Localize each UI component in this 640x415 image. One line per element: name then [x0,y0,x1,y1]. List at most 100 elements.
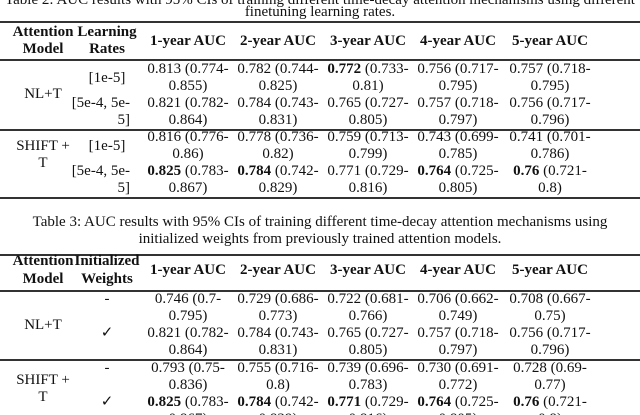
table3-column-header: 3-year AUC [330,262,406,278]
table2-auc-ci: 0.867) [168,180,208,196]
table3-auc-ci: 0.8) [538,411,562,415]
table3-auc-ci: 0.829) [259,411,298,415]
table3-auc-cell: 0.784 (0.743- [237,325,319,341]
auc-value: 0.755 [237,360,272,376]
table3-auc-cell: 0.771 (0.729- [327,394,409,410]
table2-auc-cell: 0.813 (0.774- [147,61,229,77]
table3-setting-label: - [104,291,110,307]
table3-model-label: NL+T [24,317,62,333]
auc-value: 0.825 [147,163,182,179]
table2-header-rule [0,59,640,61]
auc-value: 0.765 [327,95,362,111]
auc-value: 0.772 [327,61,362,77]
table2-auc-ci: 0.81) [352,78,384,94]
table2-auc-ci: 0.855) [168,78,208,94]
table3-column-header: 5-year AUC [512,262,588,278]
table3-auc-cell: 0.756 (0.717- [509,325,591,341]
table2-auc-cell: 0.782 (0.744- [237,61,319,77]
table3-column-header: Initialized [74,253,140,269]
table2-auc-ci: 0.825) [258,78,298,94]
table2-auc-cell: 0.772 (0.733- [327,61,409,77]
table3-column-header: Weights [81,271,133,287]
table2-auc-ci: 0.785) [438,146,478,162]
table3-auc-ci: 0.783) [348,377,388,393]
auc-value: 0.706 [417,291,452,307]
table2-auc-ci: 0.816) [348,180,388,196]
table3-auc-ci: 0.749) [438,308,478,324]
table2-column-header: 2-year AUC [240,33,316,49]
table2-auc-ci: 0.8) [538,180,562,196]
table2-setting-label: 5] [117,180,131,196]
table3-auc-ci: 0.8) [266,377,290,393]
table2-setting-label: 5] [117,112,131,128]
auc-value: 0.730 [417,360,452,376]
table2-setting-label: [5e-4, 5e- [71,163,130,179]
table3-auc-ci: 0.797) [438,342,478,358]
table3-auc-cell: 0.76 (0.721- [513,394,587,410]
table2-model-label: SHIFT + [16,138,70,154]
table3-auc-ci: 0.795) [168,308,208,324]
table3-auc-cell: 0.729 (0.686- [237,291,319,307]
auc-value: 0.782 [237,61,272,77]
auc-value: 0.759 [327,129,362,145]
table2-auc-ci: 0.86) [172,146,204,162]
table2-auc-ci: 0.805) [348,112,388,128]
table2-auc-cell: 0.757 (0.718- [509,61,591,77]
table3-column-header: 4-year AUC [420,262,496,278]
table2-auc-cell: 0.759 (0.713- [327,129,409,145]
table3-auc-ci: 0.772) [438,377,478,393]
table2-group-rule [0,129,640,131]
table2-auc-cell: 0.741 (0.701- [509,129,591,145]
table2-auc-ci: 0.799) [348,146,388,162]
table2-column-header: Attention [12,24,74,40]
table3-auc-ci: 0.867) [169,411,208,415]
table3-auc-cell: 0.706 (0.662- [417,291,499,307]
table2-auc-cell: 0.756 (0.717- [509,95,591,111]
auc-value: 0.764 [417,163,452,179]
table3-auc-ci: 0.864) [168,342,208,358]
table3-setting-label: ✓ [100,325,114,341]
table2-column-header: Rates [89,41,125,57]
auc-value: 0.756 [509,95,544,111]
auc-value: 0.784 [237,163,272,179]
table3-auc-cell: 0.757 (0.718- [417,325,499,341]
table2-auc-cell: 0.784 (0.743- [237,95,319,111]
table3-column-header: 2-year AUC [240,262,316,278]
table2-auc-cell: 0.76 (0.721- [513,163,587,179]
auc-value: 0.784 [237,394,272,410]
auc-value: 0.757 [509,61,544,77]
table2-column-header: 3-year AUC [330,33,406,49]
table2-setting-label: [1e-5] [88,137,126,154]
table3-caption: Table 3: AUC results with 95% CIs of tra… [32,214,608,230]
table3-auc-cell: 0.821 (0.782- [147,325,229,341]
table2-column-header: Learning [77,24,137,40]
auc-value: 0.778 [237,129,272,145]
auc-value: 0.757 [417,95,452,111]
table3-auc-cell: 0.764 (0.725- [417,394,499,410]
auc-value: 0.816 [147,129,182,145]
table2-auc-cell: 0.771 (0.729- [327,163,409,179]
table2-caption: Table 2: AUC results with 95% CIs of tra… [5,0,635,8]
table3-auc-cell: 0.765 (0.727- [327,325,409,341]
table2-auc-cell: 0.778 (0.736- [237,129,319,145]
table2-auc-ci: 0.796) [530,112,570,128]
table3-auc-cell: 0.708 (0.667- [509,291,591,307]
table3-auc-ci: 0.75) [534,308,566,324]
table2-top-rule [0,21,640,23]
table2-auc-ci: 0.786) [530,146,570,162]
table3-auc-cell: 0.793 (0.75- [151,360,225,376]
auc-value: 0.771 [327,394,362,410]
table3-top-rule [0,254,640,256]
table2-column-header: 4-year AUC [420,33,496,49]
table3-auc-cell: 0.739 (0.696- [327,360,409,376]
table2-auc-cell: 0.784 (0.742- [237,163,319,179]
table3-auc-ci: 0.816) [349,411,388,415]
table3-column-header: Model [22,271,64,287]
table3-model-label: T [38,389,48,405]
table3-auc-ci: 0.836) [168,377,208,393]
table3-auc-cell: 0.730 (0.691- [417,360,499,376]
table3-auc-ci: 0.831) [258,342,298,358]
auc-value: 0.813 [147,61,182,77]
table2-auc-cell: 0.764 (0.725- [417,163,499,179]
